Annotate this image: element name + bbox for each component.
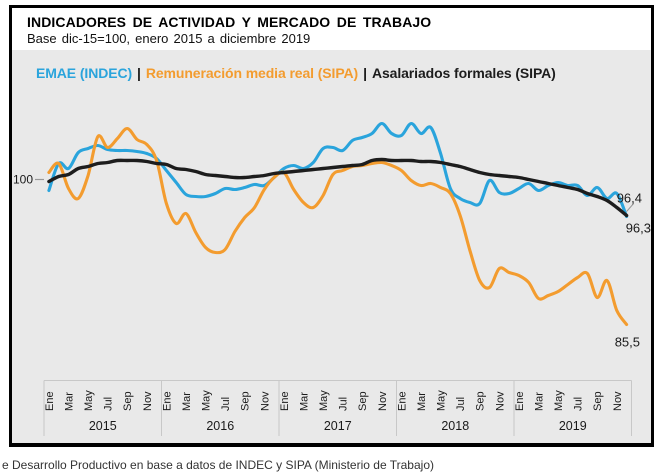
source-note: e Desarrollo Productivo en base a datos … — [2, 458, 434, 472]
legend-separator: | — [363, 65, 367, 81]
legend-item-remuneracion: Remuneración media real (SIPA) — [145, 65, 359, 81]
legend-separator: | — [137, 65, 141, 81]
chart-header: INDICADORES DE ACTIVIDAD Y MERCADO DE TR… — [12, 8, 651, 50]
chart-panel: EMAE (INDEC) | Remuneración media real (SI… — [12, 50, 651, 443]
chart-legend: EMAE (INDEC) | Remuneración media real (SI… — [36, 65, 651, 81]
chart-frame: INDICADORES DE ACTIVIDAD Y MERCADO DE TR… — [9, 5, 654, 447]
chart-title: INDICADORES DE ACTIVIDAD Y MERCADO DE TR… — [27, 14, 432, 30]
chart-subtitle: Base dic-15=100, enero 2015 a diciembre … — [27, 31, 311, 46]
legend-item-asalariados: Asalariados formales (SIPA) — [371, 65, 556, 81]
legend-item-emae: EMAE (INDEC) — [36, 65, 133, 81]
